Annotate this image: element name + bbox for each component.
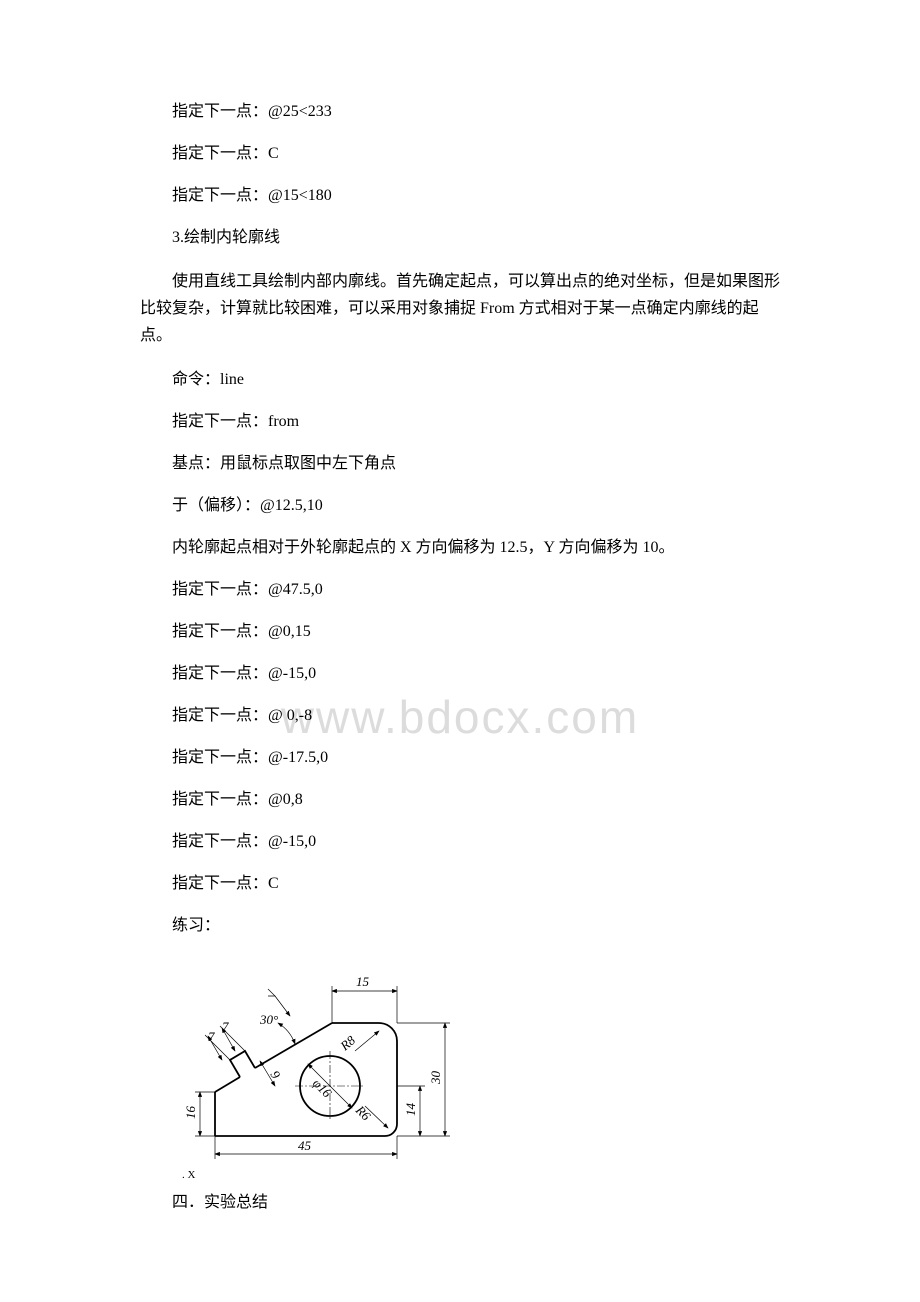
- dim-label: 30°: [259, 1012, 278, 1027]
- text-line: 指定下一点：@25<233: [140, 100, 780, 124]
- text-line: 指定下一点：@0,8: [140, 788, 780, 812]
- dim-label: R6: [352, 1101, 374, 1123]
- text-line: 指定下一点：@-15,0: [140, 830, 780, 854]
- text-line: 内轮廓起点相对于外轮廓起点的 X 方向偏移为 12.5，Y 方向偏移为 10。: [140, 536, 780, 560]
- text-line: 命令：line: [140, 368, 780, 392]
- text-line: 指定下一点：from: [140, 410, 780, 434]
- text-line: 于（偏移）：@12.5,10: [140, 494, 780, 518]
- section-heading: 3.绘制内轮廓线: [140, 226, 780, 250]
- document-content: 指定下一点：@25<233 指定下一点：C 指定下一点：@15<180 3.绘制…: [140, 100, 780, 1215]
- text-line: 指定下一点：@0,15: [140, 620, 780, 644]
- text-line: 指定下一点：@47.5,0: [140, 578, 780, 602]
- dim-label: 16: [183, 1105, 198, 1119]
- text-line: 指定下一点：@-17.5,0: [140, 746, 780, 770]
- dim-label: φ16: [310, 1075, 335, 1100]
- paragraph: 使用直线工具绘制内部内廓线。首先确定起点，可以算出点的绝对坐标，但是如果图形比较…: [140, 268, 780, 350]
- text-line: 指定下一点：@ 0,-8: [140, 704, 780, 728]
- dim-label: 30: [428, 1070, 443, 1085]
- section-heading: 四．实验总结: [140, 1191, 780, 1215]
- text-line: 练习：: [140, 914, 780, 938]
- text-line: 基点：用鼠标点取图中左下角点: [140, 452, 780, 476]
- x-axis-label: . X: [182, 1169, 780, 1181]
- dim-label: 15: [356, 974, 370, 989]
- text-line: 指定下一点：@15<180: [140, 184, 780, 208]
- dim-label: 45: [298, 1138, 312, 1153]
- dim-label: 9: [267, 1068, 283, 1082]
- text-line: 指定下一点：C: [140, 142, 780, 166]
- dim-label: 14: [403, 1102, 418, 1116]
- text-line: 指定下一点：C: [140, 872, 780, 896]
- exercise-diagram: 15 30 14 45 16 30° 7: [160, 956, 780, 1181]
- text-line: 指定下一点：@-15,0: [140, 662, 780, 686]
